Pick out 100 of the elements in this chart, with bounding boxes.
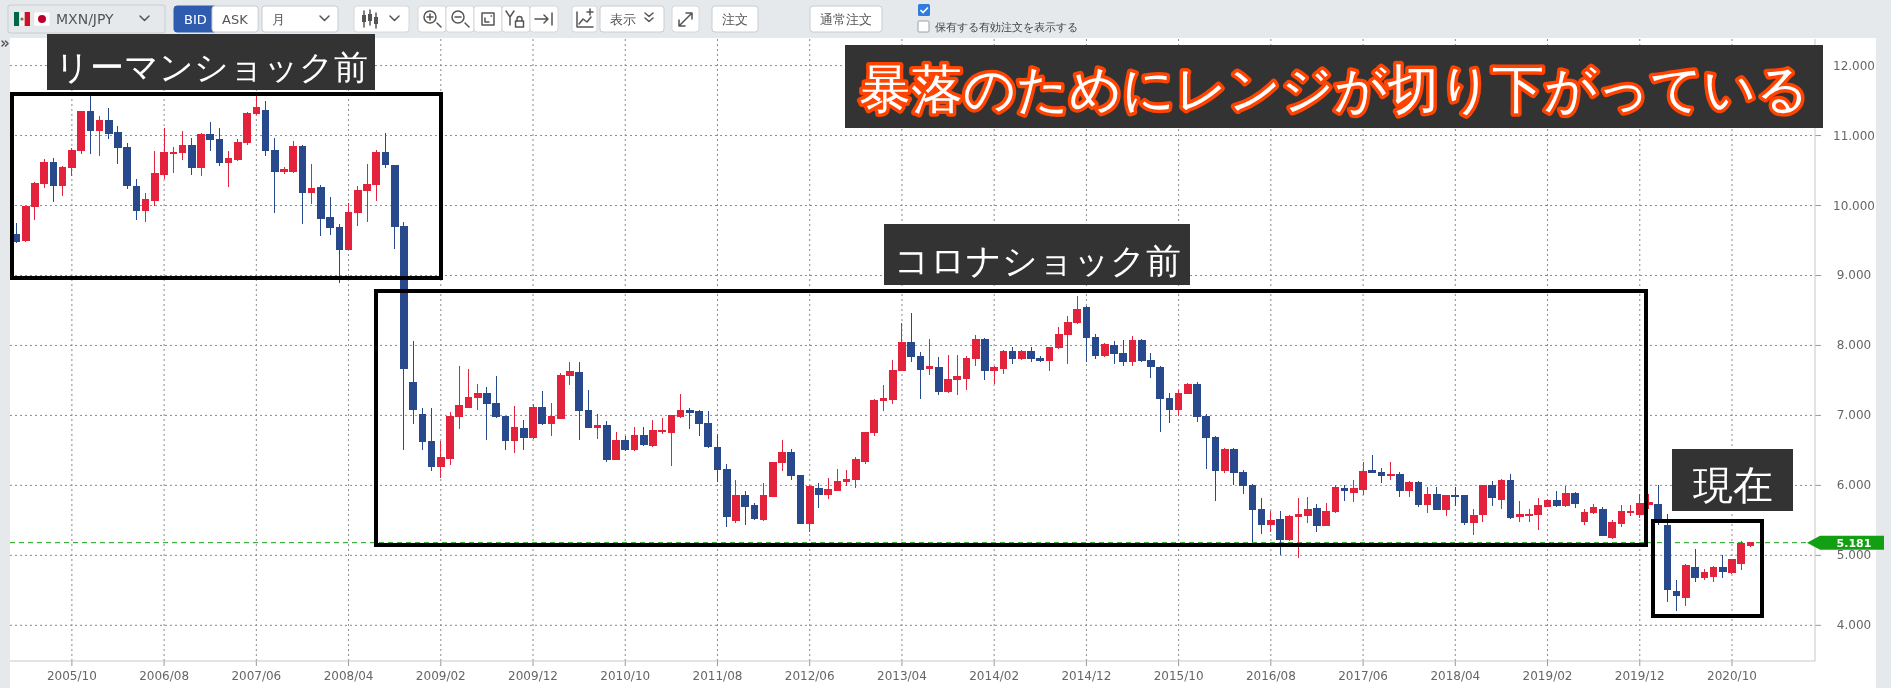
candlestick (1580, 508, 1589, 526)
candlestick (1709, 565, 1718, 583)
candlestick (630, 426, 639, 452)
candlestick (1045, 346, 1054, 372)
text: BID (184, 12, 207, 27)
candlestick (1285, 514, 1294, 542)
candlestick (1682, 563, 1690, 607)
candlestick (621, 435, 630, 452)
candlestick (307, 163, 316, 205)
x-tick-label: 2013/04 (877, 669, 927, 683)
x-tick-label: 2014/12 (1061, 669, 1112, 683)
candlestick (529, 403, 537, 440)
candlestick (713, 433, 722, 483)
candlestick (1599, 506, 1607, 537)
candlestick (1091, 333, 1100, 360)
chart-subtitle: MXN/JPY (56, 11, 115, 27)
y-tick-label: 11.000 (1833, 128, 1875, 143)
x-tick-label: 2010/10 (600, 669, 651, 683)
candlestick (409, 340, 417, 425)
candlestick (187, 137, 196, 176)
candlestick (1571, 491, 1580, 509)
candlestick (1497, 478, 1506, 510)
candlestick (1691, 548, 1699, 583)
candlestick (1479, 484, 1487, 523)
candlestick (1433, 486, 1441, 511)
candlestick (925, 338, 934, 376)
y-tick-label: 6.000 (1836, 478, 1872, 493)
candlestick (547, 402, 556, 437)
candlestick (787, 448, 796, 481)
candlestick (1303, 496, 1312, 524)
x-tick-label: 2007/06 (231, 669, 282, 683)
candlestick (1414, 480, 1423, 508)
candlestick (1469, 508, 1478, 536)
candlestick (132, 178, 141, 221)
candlestick (1294, 497, 1303, 559)
candlestick (510, 405, 519, 454)
candlestick (473, 383, 482, 411)
candlestick (676, 393, 685, 419)
candlestick (1423, 486, 1432, 514)
y-tick-label: 4.000 (1836, 618, 1872, 633)
annotation: コロナショック前 (893, 239, 1181, 281)
annotation: 現在 (1692, 461, 1773, 508)
text: 保有する有効注文を表示する (935, 21, 1078, 34)
candlestick (1377, 467, 1386, 484)
x-tick-label: 2009/02 (415, 669, 466, 683)
candlestick (1276, 510, 1284, 556)
candlestick (178, 130, 187, 161)
candlestick (1396, 471, 1404, 498)
candlestick (1313, 503, 1321, 533)
candlestick (1082, 305, 1091, 363)
text: 注文 (722, 12, 748, 27)
candlestick (1008, 346, 1017, 365)
candlestick (1460, 495, 1469, 526)
candlestick (418, 407, 427, 451)
candlestick (1672, 579, 1681, 612)
candlestick (722, 463, 731, 528)
candlestick (1589, 503, 1598, 515)
candlestick (639, 426, 648, 446)
candlestick (971, 334, 980, 367)
candlestick (879, 384, 888, 412)
candlestick (1552, 490, 1561, 508)
y-tick-label: 12.000 (1833, 58, 1875, 73)
candlestick (381, 132, 390, 169)
candlestick (1267, 510, 1275, 533)
candlestick (1700, 568, 1709, 581)
candlestick (1663, 513, 1672, 603)
text: ASK (222, 12, 249, 27)
text: 通常注文 (820, 12, 872, 27)
candlestick (602, 420, 611, 463)
candlestick (815, 482, 823, 509)
x-tick-label: 2008/04 (323, 669, 374, 683)
candlestick (427, 407, 436, 472)
candlestick (1386, 461, 1395, 481)
x-tick-label: 2011/08 (692, 669, 743, 683)
candlestick (1128, 335, 1137, 367)
candlestick (538, 390, 547, 426)
candlestick (95, 115, 104, 157)
candlestick (1654, 484, 1663, 526)
candlestick (1543, 498, 1552, 508)
candlestick (1506, 473, 1515, 520)
candlestick (732, 479, 740, 524)
x-tick-label: 2019/12 (1614, 669, 1665, 683)
candlestick (612, 431, 620, 461)
candlestick (1340, 484, 1349, 502)
candlestick (1451, 486, 1460, 507)
candlestick (1442, 494, 1450, 517)
candlestick (519, 419, 528, 451)
y-tick-label: 8.000 (1836, 338, 1872, 353)
x-tick-label: 2016/08 (1245, 669, 1296, 683)
candlestick (298, 144, 307, 225)
x-tick-label: 2018/04 (1430, 669, 1481, 683)
candlestick (1368, 454, 1377, 474)
candlestick (962, 355, 971, 391)
candlestick (197, 132, 205, 177)
x-tick-label: 2005/10 (46, 669, 97, 683)
candlestick (805, 484, 814, 533)
candlestick (1220, 447, 1229, 474)
x-tick-label: 2015/10 (1153, 669, 1204, 683)
y-tick-label: 10.000 (1833, 198, 1875, 213)
x-tick-label: 2020/10 (1707, 669, 1757, 683)
